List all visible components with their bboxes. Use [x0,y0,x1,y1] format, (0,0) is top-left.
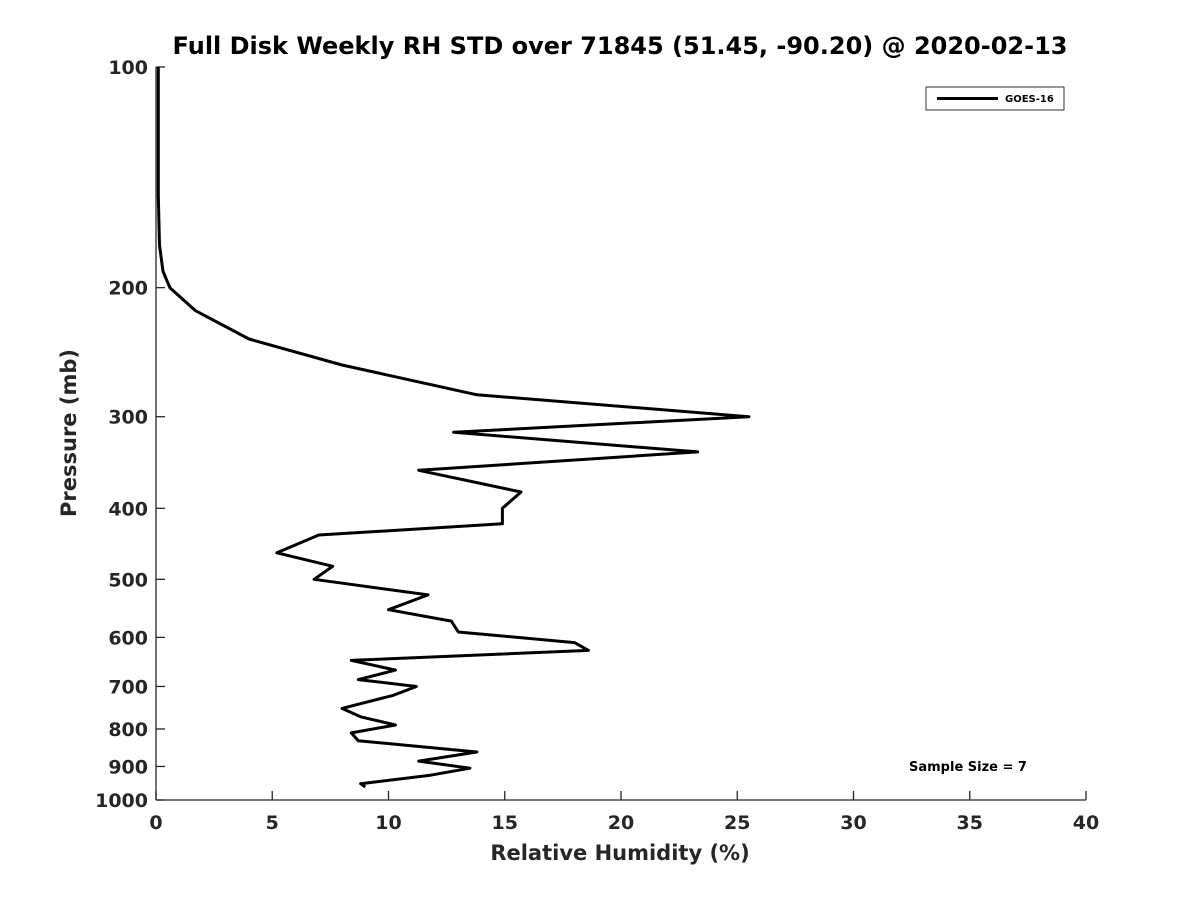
x-tick-label: 0 [149,812,162,834]
y-tick-label: 700 [108,676,148,698]
y-tick-label: 600 [108,627,148,649]
legend-label-goes-16: GOES-16 [1005,94,1054,105]
y-tick-label: 200 [108,278,148,300]
x-tick-label: 15 [492,812,518,834]
y-tick-label: 1000 [95,790,148,812]
x-tick-label: 35 [957,812,983,834]
x-tick-label: 10 [375,812,401,834]
y-tick-label: 900 [108,756,148,778]
plot-area [156,67,751,789]
y-tick-label: 100 [108,57,148,79]
x-axis-ticks: 0 5 10 15 20 25 30 35 40 [149,791,1099,834]
y-tick-label: 800 [108,719,148,741]
x-tick-label: 25 [724,812,750,834]
y-axis-ticks: 100 200 300 400 500 600 700 800 900 1000 [95,57,165,812]
legend: GOES-16 [925,86,1065,111]
sample-size-annotation: Sample Size = 7 [909,760,1027,775]
series-line-goes-16 [156,67,751,789]
x-axis-label: Relative Humidity (%) [490,841,749,865]
x-tick-label: 30 [840,812,866,834]
x-tick-label: 40 [1073,812,1099,834]
y-tick-label: 300 [108,407,148,429]
x-tick-label: 5 [266,812,279,834]
y-axis-label: Pressure (mb) [57,349,81,517]
y-tick-label: 400 [108,498,148,520]
x-tick-label: 20 [608,812,634,834]
chart-title: Full Disk Weekly RH STD over 71845 (51.4… [173,32,1068,60]
y-tick-label: 500 [108,569,148,591]
